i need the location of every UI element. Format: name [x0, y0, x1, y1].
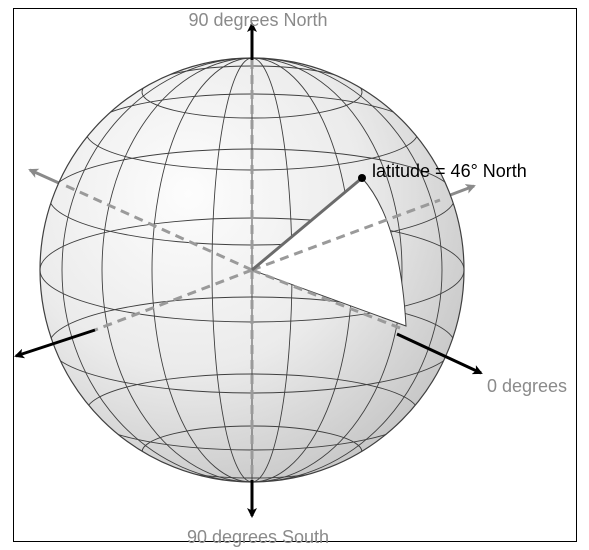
axis-prime-meridian-dashed: [251, 268, 406, 332]
meridian-line: [61, 58, 443, 482]
prime-meridian-arrow: [396, 332, 483, 375]
latitude-annotation-label: latitude = 46° North: [372, 161, 527, 181]
axis-back-right-dashed: [251, 198, 441, 272]
axis-front-left-dashed: [94, 268, 253, 332]
axis-back-left-dashed: [61, 182, 253, 272]
north-pole-label: 90 degrees North: [188, 10, 327, 30]
latitude-wedge: [251, 177, 407, 327]
meridian-line: [101, 58, 403, 482]
latitude-point: [358, 174, 366, 182]
south-pole-label: 90 degrees South: [187, 527, 329, 547]
diagram-border: [13, 8, 577, 542]
latitude-vector: [251, 176, 363, 272]
axis-front-left-arrow: [14, 328, 96, 359]
prime-meridian-label: 0 degrees: [487, 376, 567, 396]
